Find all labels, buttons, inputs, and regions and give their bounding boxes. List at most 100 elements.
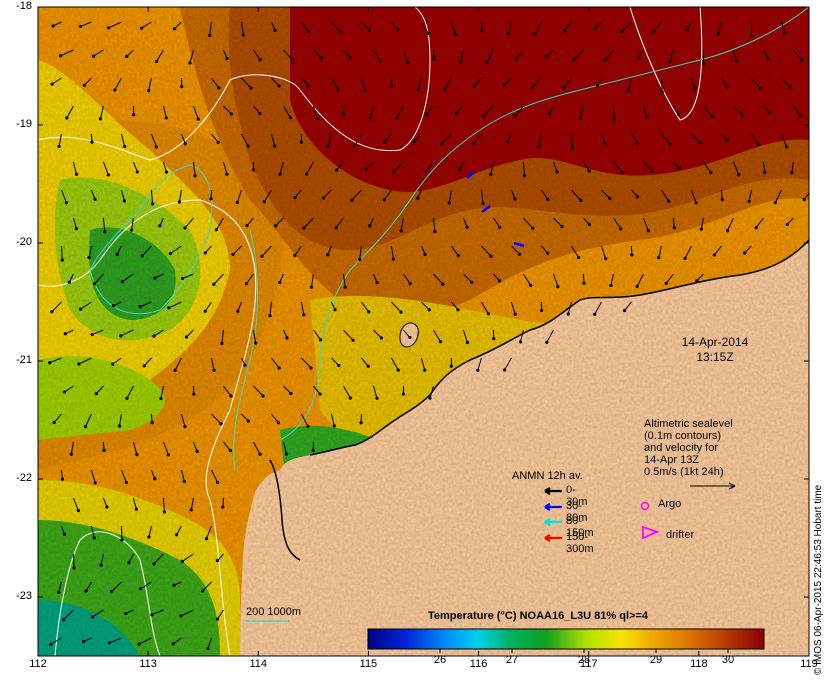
current-arrow-head <box>667 199 671 203</box>
current-arrow <box>99 105 104 119</box>
current-arrow <box>112 357 122 365</box>
current-arrow-head <box>173 368 177 372</box>
current-arrow <box>534 21 542 35</box>
current-arrow <box>373 49 382 62</box>
colorbar <box>367 628 765 650</box>
current-arrow-head <box>236 309 240 313</box>
current-arrow-head <box>57 590 61 594</box>
current-arrow-head <box>699 227 703 231</box>
current-arrow <box>210 357 215 371</box>
current-arrow-head <box>306 424 310 428</box>
current-arrow-head <box>426 31 431 36</box>
current-arrow <box>660 77 663 92</box>
current-arrow-head <box>76 508 80 513</box>
current-arrow-head <box>560 225 564 229</box>
current-arrow <box>60 189 67 203</box>
current-arrow-head <box>293 195 297 200</box>
current-arrow-head <box>183 226 187 230</box>
current-arrow-head <box>326 144 330 148</box>
current-arrow <box>170 245 182 254</box>
current-arrow <box>120 329 134 337</box>
current-arrow-head <box>214 228 218 232</box>
current-arrow <box>621 21 632 33</box>
current-arrow <box>70 441 74 455</box>
current-arrow <box>153 329 164 337</box>
current-arrow-head <box>545 55 549 59</box>
current-arrow <box>493 217 501 228</box>
current-arrow-head <box>472 142 476 146</box>
current-arrow-head <box>783 31 787 35</box>
current-arrow-head <box>683 256 687 261</box>
current-arrow-head <box>737 173 741 177</box>
current-arrow-head <box>465 340 470 345</box>
current-arrow-head <box>206 646 210 651</box>
current-arrow <box>184 217 194 229</box>
current-arrow <box>474 77 482 87</box>
current-arrow-head <box>582 281 586 285</box>
current-arrow-head <box>52 420 56 425</box>
current-arrow-head <box>555 170 559 174</box>
current-arrow-head <box>604 256 608 261</box>
current-arrow <box>473 133 482 145</box>
current-arrow-head <box>92 282 97 286</box>
current-arrow <box>673 105 680 115</box>
current-arrow-head <box>657 256 661 260</box>
current-arrow-head <box>225 56 229 61</box>
current-arrow <box>793 105 802 117</box>
current-arrow-head <box>64 201 69 205</box>
current-arrow-head <box>151 202 155 206</box>
current-arrow <box>570 133 574 148</box>
current-arrow-head <box>530 86 534 90</box>
current-arrow-head <box>254 341 258 345</box>
current-arrow <box>672 217 675 228</box>
current-arrow-head <box>537 145 541 149</box>
current-arrow <box>567 301 572 315</box>
current-arrow-head <box>217 86 221 90</box>
current-arrow <box>300 301 305 315</box>
current-arrow <box>365 161 374 170</box>
current-arrow <box>131 217 134 231</box>
current-arrow <box>690 189 697 203</box>
current-arrow-head <box>677 166 681 170</box>
current-arrow <box>156 49 164 62</box>
current-arrow-head <box>392 170 396 174</box>
current-arrow <box>610 273 614 286</box>
current-arrow-head <box>273 144 277 148</box>
current-arrow <box>342 273 346 288</box>
current-arrow-head <box>83 425 88 429</box>
current-arrow-head <box>315 116 319 121</box>
current-arrow <box>118 413 122 427</box>
current-arrow <box>311 273 314 288</box>
current-arrow <box>102 217 106 232</box>
current-arrow-head <box>123 144 127 148</box>
altimetry-line: 14-Apr 13Z <box>644 454 700 466</box>
current-arrow <box>331 21 342 33</box>
current-arrow <box>384 133 392 143</box>
current-arrow <box>178 189 182 203</box>
current-arrow <box>522 161 525 176</box>
current-arrow <box>312 105 318 119</box>
current-arrow <box>217 609 224 620</box>
current-arrow <box>814 218 823 227</box>
current-arrow <box>180 133 186 144</box>
sealevel-contour <box>38 7 431 161</box>
sealevel-contour <box>629 7 703 121</box>
current-arrow-head <box>203 251 207 255</box>
current-arrow-head <box>268 314 272 318</box>
current-arrow-head <box>427 308 431 312</box>
current-arrow-head <box>603 58 607 62</box>
current-arrow-head <box>216 480 220 485</box>
current-arrow-head <box>150 613 154 617</box>
current-arrow-head <box>195 449 199 454</box>
current-arrow-head <box>432 57 436 61</box>
current-arrow <box>300 413 309 427</box>
current-arrow-head <box>351 338 355 342</box>
current-arrow <box>172 637 182 645</box>
current-arrow <box>270 133 276 147</box>
current-arrow-head <box>763 170 767 174</box>
current-arrow-head <box>622 308 627 313</box>
current-arrow <box>691 133 701 144</box>
current-arrow-head <box>720 197 724 202</box>
current-arrow-head <box>447 201 451 205</box>
